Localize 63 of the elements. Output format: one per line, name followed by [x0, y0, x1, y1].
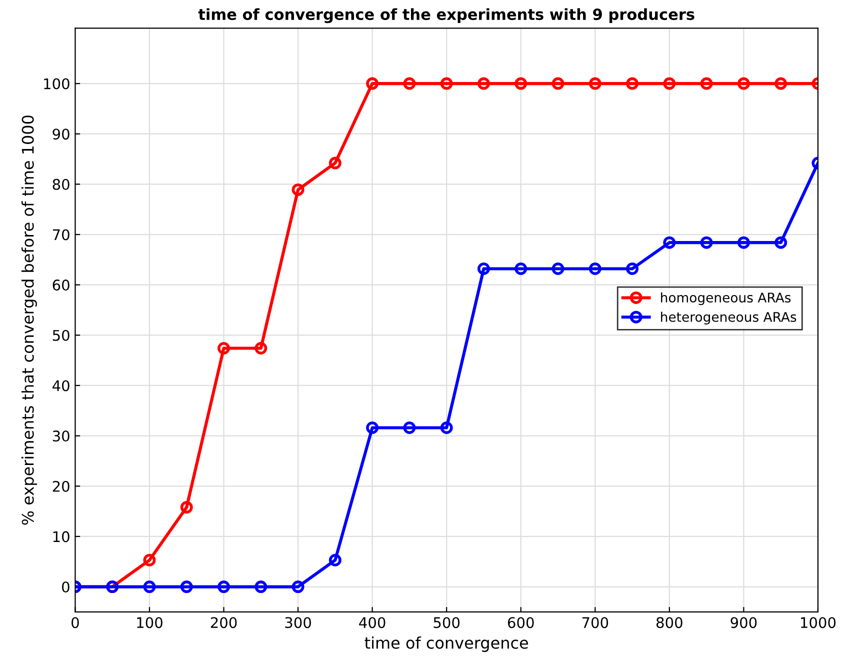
point	[700, 236, 713, 249]
x-tick-label: 1000	[801, 617, 836, 628]
point	[254, 580, 268, 594]
point	[477, 262, 490, 275]
point	[328, 554, 342, 566]
x-tick-label: 600	[508, 617, 534, 628]
y-tick-label: 20	[52, 480, 70, 492]
point	[143, 554, 156, 566]
x-tick-label: 100	[137, 617, 162, 628]
point	[180, 580, 193, 594]
x-tick-label: 900	[730, 617, 757, 628]
point	[737, 77, 750, 90]
x-tick-label: 800	[656, 617, 682, 628]
point	[440, 77, 453, 90]
legend-label: heterogeneous ARAs	[661, 312, 796, 324]
point	[552, 262, 564, 275]
x-tick-label: 200	[210, 617, 237, 628]
y-tick-label: 80	[52, 178, 70, 190]
point	[588, 77, 602, 90]
point	[514, 262, 528, 275]
y-tick-label: 90	[52, 128, 70, 140]
point	[700, 77, 713, 90]
x-tick-label: 700	[582, 617, 608, 628]
x-tick-label: 300	[285, 617, 311, 628]
y-tick-label: 60	[52, 280, 70, 291]
point	[366, 422, 379, 434]
point	[143, 580, 156, 594]
point	[218, 580, 230, 594]
point	[180, 501, 193, 514]
y-tick-label: 0	[62, 582, 70, 593]
point	[663, 236, 676, 249]
point	[737, 236, 750, 249]
y-tick-label: 10	[53, 531, 70, 542]
x-tick-label: 500	[434, 617, 460, 628]
point	[292, 580, 304, 594]
y-tick-label: 50	[52, 330, 70, 341]
point	[588, 262, 602, 275]
point	[403, 77, 416, 90]
point	[774, 77, 788, 90]
y-tick-label: 30	[52, 430, 70, 442]
point	[626, 77, 639, 90]
point	[514, 77, 528, 90]
legend-label: homogeneous ARAs	[661, 292, 791, 306]
x-tick-label: 400	[359, 617, 386, 628]
x-tick-label: 0	[72, 617, 79, 628]
point	[552, 77, 564, 90]
point	[254, 342, 268, 354]
point	[403, 422, 416, 434]
y-axis-title: % experiments that converged before of time 1000	[21, 116, 37, 525]
point	[218, 342, 230, 354]
y-tick-label: 70	[52, 229, 70, 240]
point	[477, 77, 490, 90]
point	[774, 236, 788, 249]
y-tick-label: 40	[52, 380, 70, 392]
point	[292, 183, 304, 196]
x-axis-title: time of convergence	[364, 636, 528, 652]
point	[366, 77, 379, 90]
point	[440, 422, 453, 434]
y-tick-label: 100	[44, 78, 70, 90]
chart-title: time of convergence of the experiments with 9 producers	[198, 8, 694, 24]
point	[663, 77, 676, 90]
point	[328, 156, 342, 170]
point	[626, 262, 639, 275]
